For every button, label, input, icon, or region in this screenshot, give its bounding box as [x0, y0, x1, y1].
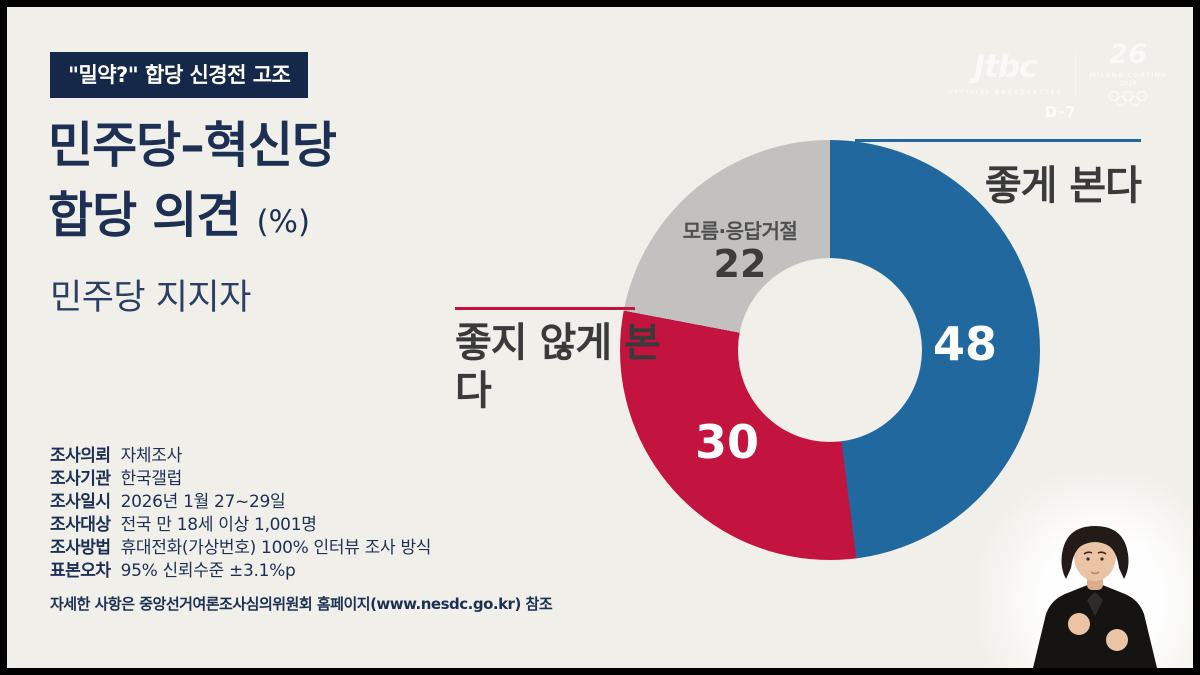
countdown-badge: D-7	[1044, 103, 1077, 121]
olympics-event-name: MILANO CORTINA	[1089, 71, 1167, 79]
survey-row: 조사기관 한국갤럽	[50, 468, 431, 491]
jtbc-tagline: OFFICIAL BROADCASTER	[947, 88, 1063, 96]
percent-unit: (%)	[256, 203, 311, 240]
leader-line-bad	[455, 307, 635, 310]
survey-row-label: 조사방법	[50, 538, 111, 558]
page-title: 민주당–혁신당 합당 의견 (%)	[48, 111, 337, 251]
sign-language-interpreter	[979, 472, 1193, 668]
jtbc-wordmark: Jtbc	[973, 48, 1038, 85]
kicker-badge: "밀약?" 합당 신경전 고조	[50, 52, 309, 98]
graphic-canvas: "밀약?" 합당 신경전 고조 민주당–혁신당 합당 의견 (%) 민주당 지지…	[7, 7, 1193, 668]
brand-divider	[1075, 50, 1077, 97]
segment-label-good: 좋게 본다	[984, 163, 1142, 209]
segment-value-good: 48	[932, 317, 998, 371]
survey-row-label: 조사의뢰	[50, 446, 111, 466]
jtbc-logo: Jtbc OFFICIAL BROADCASTER	[947, 48, 1063, 96]
title-line-2: 합당 의견 (%)	[48, 181, 336, 251]
survey-row-value: 2026년 1월 27~29일	[120, 492, 286, 512]
leader-line-good	[855, 139, 1141, 142]
survey-row: 조사방법 휴대전화(가상번호) 100% 인터뷰 조사 방식	[50, 537, 431, 560]
segment-unknown-group: 모름·응답거절 22	[683, 215, 798, 286]
olympics-event-year: 2026	[1119, 79, 1137, 87]
survey-note: 자세한 사항은 중앙선거여론조사심의위원회 홈페이지(www.nesdc.go.…	[50, 595, 553, 613]
survey-row: 조사일시 2026년 1월 27~29일	[50, 491, 431, 514]
survey-row-label: 조사대상	[50, 515, 111, 535]
survey-row-value: 전국 만 18세 이상 1,001명	[120, 515, 317, 535]
segment-label-bad: 좋지 않게 본다	[455, 320, 661, 414]
survey-row-label: 조사기관	[50, 469, 111, 489]
survey-row-label: 표본오차	[50, 561, 111, 581]
survey-row-label: 조사일시	[50, 492, 111, 512]
donut-hole	[738, 258, 922, 442]
title-line-1: 민주당–혁신당	[48, 117, 337, 174]
survey-row: 조사의뢰 자체조사	[50, 445, 431, 468]
segment-value-bad: 30	[694, 415, 760, 469]
brand-lockup: Jtbc OFFICIAL BROADCASTER 26 MILANO CORT…	[948, 41, 1167, 107]
survey-row-value: 한국갤럽	[120, 469, 183, 489]
survey-row-value: 휴대전화(가상번호) 100% 인터뷰 조사 방식	[120, 538, 432, 558]
olympics-logo: 26 MILANO CORTINA 2026	[1089, 41, 1167, 107]
survey-row-value: 95% 신뢰수준 ±3.1%p	[120, 561, 296, 581]
survey-row: 표본오차 95% 신뢰수준 ±3.1%p	[50, 560, 431, 583]
survey-row: 조사대상 전국 만 18세 이상 1,001명	[50, 514, 431, 537]
segment-label-unknown: 모름·응답거절	[682, 219, 798, 243]
segment-value-unknown: 22	[713, 242, 767, 286]
survey-row-value: 자체조사	[120, 446, 183, 466]
olympic-rings-icon	[1108, 90, 1148, 106]
olympics-emblem: 26	[1109, 39, 1147, 70]
interpreter-figure-icon	[1033, 526, 1157, 668]
title-line-2-text: 합당 의견	[48, 186, 241, 244]
chart-subtitle: 민주당 지지자	[50, 278, 251, 318]
